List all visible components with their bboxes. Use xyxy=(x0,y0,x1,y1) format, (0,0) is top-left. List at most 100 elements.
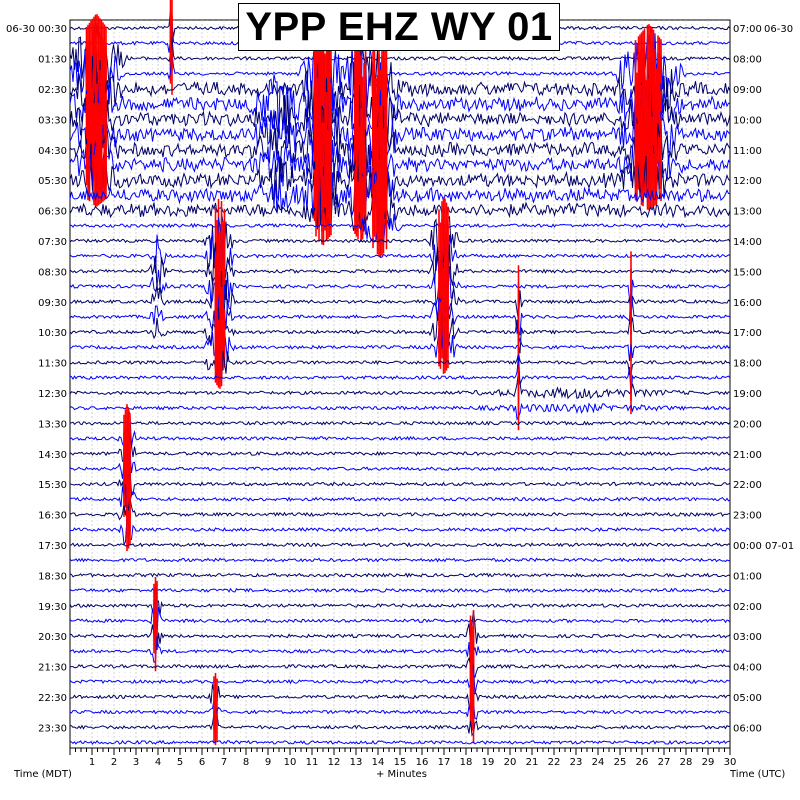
right-time-label: 04:00 xyxy=(733,663,762,674)
trace-line xyxy=(69,216,731,281)
right-time-label: 00:00 07-01 xyxy=(733,541,794,552)
right-time-label: 11:00 xyxy=(733,146,762,157)
trace-line xyxy=(69,371,731,400)
trace-line xyxy=(70,684,731,719)
x-tick-label: 18 xyxy=(460,757,473,768)
right-time-label: 15:00 xyxy=(733,267,762,278)
trace-line xyxy=(69,126,731,197)
right-time-label: 19:00 xyxy=(733,389,762,400)
trace-line xyxy=(69,409,731,451)
right-time-label: 13:00 xyxy=(733,207,762,218)
trace-line xyxy=(69,699,731,727)
left-time-label: 14:30 xyxy=(38,450,67,461)
trace-line xyxy=(69,38,731,131)
right-time-label: 20:00 xyxy=(733,419,762,430)
left-time-label: 09:30 xyxy=(38,298,67,309)
x-tick-label: 28 xyxy=(680,757,693,768)
trace-line xyxy=(69,484,731,525)
trace-line xyxy=(69,469,731,496)
trace-line xyxy=(69,183,731,239)
left-time-label: 04:30 xyxy=(38,146,67,157)
right-time-label: 23:00 xyxy=(733,511,762,522)
right-axis-label: Time (UTC) xyxy=(729,769,785,780)
trace-line xyxy=(69,21,731,93)
x-tick-label: 4 xyxy=(155,757,161,768)
trace-line xyxy=(69,59,730,142)
x-tick-label: 17 xyxy=(438,757,451,768)
right-time-label: 06:00 xyxy=(733,723,762,734)
corner-date-right: 06-30 xyxy=(764,24,793,35)
trace-line xyxy=(69,341,731,385)
left-time-label: 06:30 xyxy=(38,207,67,218)
trace-line xyxy=(69,258,731,319)
trace-line xyxy=(69,516,731,546)
x-tick-label: 27 xyxy=(658,757,671,768)
trace-line xyxy=(69,287,731,340)
x-tick-label: 5 xyxy=(177,757,183,768)
left-time-label: 02:30 xyxy=(38,85,67,96)
left-time-label: 01:30 xyxy=(38,55,67,66)
right-time-label: 01:00 xyxy=(733,571,762,582)
left-time-label: 12:30 xyxy=(38,389,67,400)
left-time-label: 10:30 xyxy=(38,328,67,339)
left-time-labels: 00:30 01:30 02:30 03:30 04:30 05:30 06:30 07:30… xyxy=(38,24,67,734)
right-time-label: 09:00 xyxy=(733,85,762,96)
x-tick-label: 10 xyxy=(284,757,297,768)
trace-line xyxy=(69,664,731,695)
right-time-label: 02:00 xyxy=(733,602,762,613)
x-tick-label: 25 xyxy=(614,757,627,768)
left-time-label: 15:30 xyxy=(38,480,67,491)
trace-line xyxy=(69,434,731,473)
x-tick-label: 22 xyxy=(548,757,561,768)
x-tick-label: 30 xyxy=(724,757,737,768)
right-time-label: 08:00 xyxy=(733,55,762,66)
trace-line xyxy=(69,22,731,120)
trace-line xyxy=(69,306,731,361)
trace-line xyxy=(69,270,731,325)
left-time-label: 23:30 xyxy=(38,723,67,734)
trace-line xyxy=(69,636,731,668)
x-tick-label: 21 xyxy=(526,757,539,768)
x-tick-label: 9 xyxy=(265,757,271,768)
right-time-label: 03:00 xyxy=(733,632,762,643)
left-time-label: 03:30 xyxy=(38,115,67,126)
trace-line xyxy=(69,78,731,167)
right-time-label: 22:00 xyxy=(733,480,762,491)
x-tick-label: 23 xyxy=(570,757,583,768)
trace-line xyxy=(69,440,731,493)
x-tick-label: 3 xyxy=(133,757,139,768)
left-time-label: 08:30 xyxy=(38,267,67,278)
x-tick-label: 26 xyxy=(636,757,649,768)
left-time-label: 05:30 xyxy=(38,176,67,187)
x-tick-label: 19 xyxy=(482,757,495,768)
x-tick-label: 16 xyxy=(416,757,429,768)
trace-line xyxy=(69,420,731,426)
trace-line xyxy=(69,542,731,548)
trace-line xyxy=(69,557,731,563)
trace-line xyxy=(69,321,731,370)
trace-line xyxy=(69,354,731,398)
left-time-label: 20:30 xyxy=(38,632,67,643)
x-tick-label: 14 xyxy=(372,757,385,768)
x-tick-label: 6 xyxy=(199,757,205,768)
x-tick-label: 15 xyxy=(394,757,407,768)
trace-line xyxy=(69,105,731,190)
trace-line xyxy=(69,572,731,578)
corner-date-left: 06-30 xyxy=(6,24,35,35)
x-tick-label: 2 xyxy=(111,757,117,768)
right-time-label: 05:00 xyxy=(733,693,762,704)
trace-line xyxy=(69,583,731,616)
trace-line xyxy=(69,610,731,650)
trace-line xyxy=(69,90,731,176)
x-tick-label: 20 xyxy=(504,757,517,768)
trace-line xyxy=(69,140,731,216)
x-tick-label: 1 xyxy=(89,757,95,768)
left-time-label: 13:30 xyxy=(38,419,67,430)
chart-title-box: YPP EHZ WY 01 xyxy=(238,3,560,51)
trace-line xyxy=(69,206,731,246)
trace-line xyxy=(69,212,731,269)
x-tick-label: 12 xyxy=(328,757,341,768)
left-time-label: 17:30 xyxy=(38,541,67,552)
right-time-label: 14:00 xyxy=(733,237,762,248)
